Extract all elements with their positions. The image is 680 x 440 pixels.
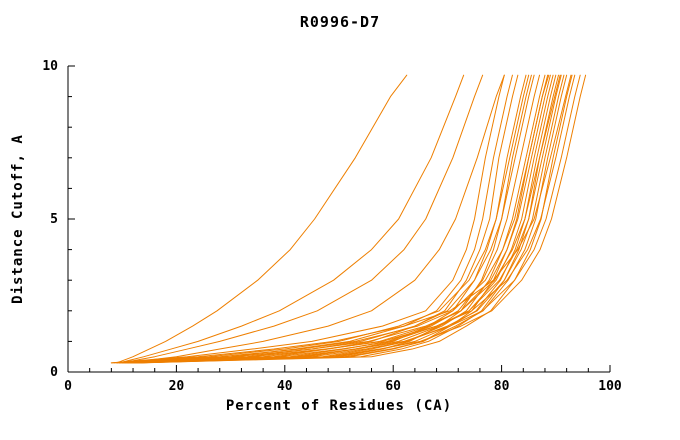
model-curve [132, 74, 557, 364]
x-axis-label: Percent of Residues (CA) [225, 398, 453, 414]
model-curve [137, 74, 560, 364]
model-curve [140, 74, 573, 364]
x-tick-label: 40 [277, 379, 293, 394]
model-curve [124, 74, 562, 364]
model-curve [110, 74, 505, 364]
model-curve [110, 74, 572, 364]
model-curve [118, 74, 535, 364]
model-curve [124, 74, 505, 364]
x-tick-label: 60 [385, 379, 401, 394]
y-tick-label: 0 [50, 365, 58, 380]
x-tick-label: 0 [64, 379, 72, 394]
model-curve [121, 74, 576, 364]
model-curve [127, 74, 581, 364]
y-tick-label: 5 [50, 212, 58, 227]
model-curve [135, 74, 549, 364]
model-curve [121, 74, 551, 364]
y-axis-label: Distance Cutoff, A [10, 134, 26, 304]
model-curve [118, 74, 465, 364]
x-tick-label: 20 [169, 379, 185, 394]
y-tick-label: 10 [42, 59, 58, 74]
chart-title: R0996-D7 [299, 13, 381, 31]
model-curve [118, 74, 561, 364]
model-curve [116, 74, 550, 364]
model-curve [132, 74, 532, 364]
x-tick-label: 100 [598, 379, 622, 394]
model-curve [135, 74, 568, 364]
model-curve [116, 74, 408, 364]
model-curve [121, 74, 484, 364]
x-tick-label: 80 [494, 379, 510, 394]
model-curve [132, 74, 587, 364]
model-curve [113, 74, 530, 364]
model-curve [129, 74, 565, 364]
